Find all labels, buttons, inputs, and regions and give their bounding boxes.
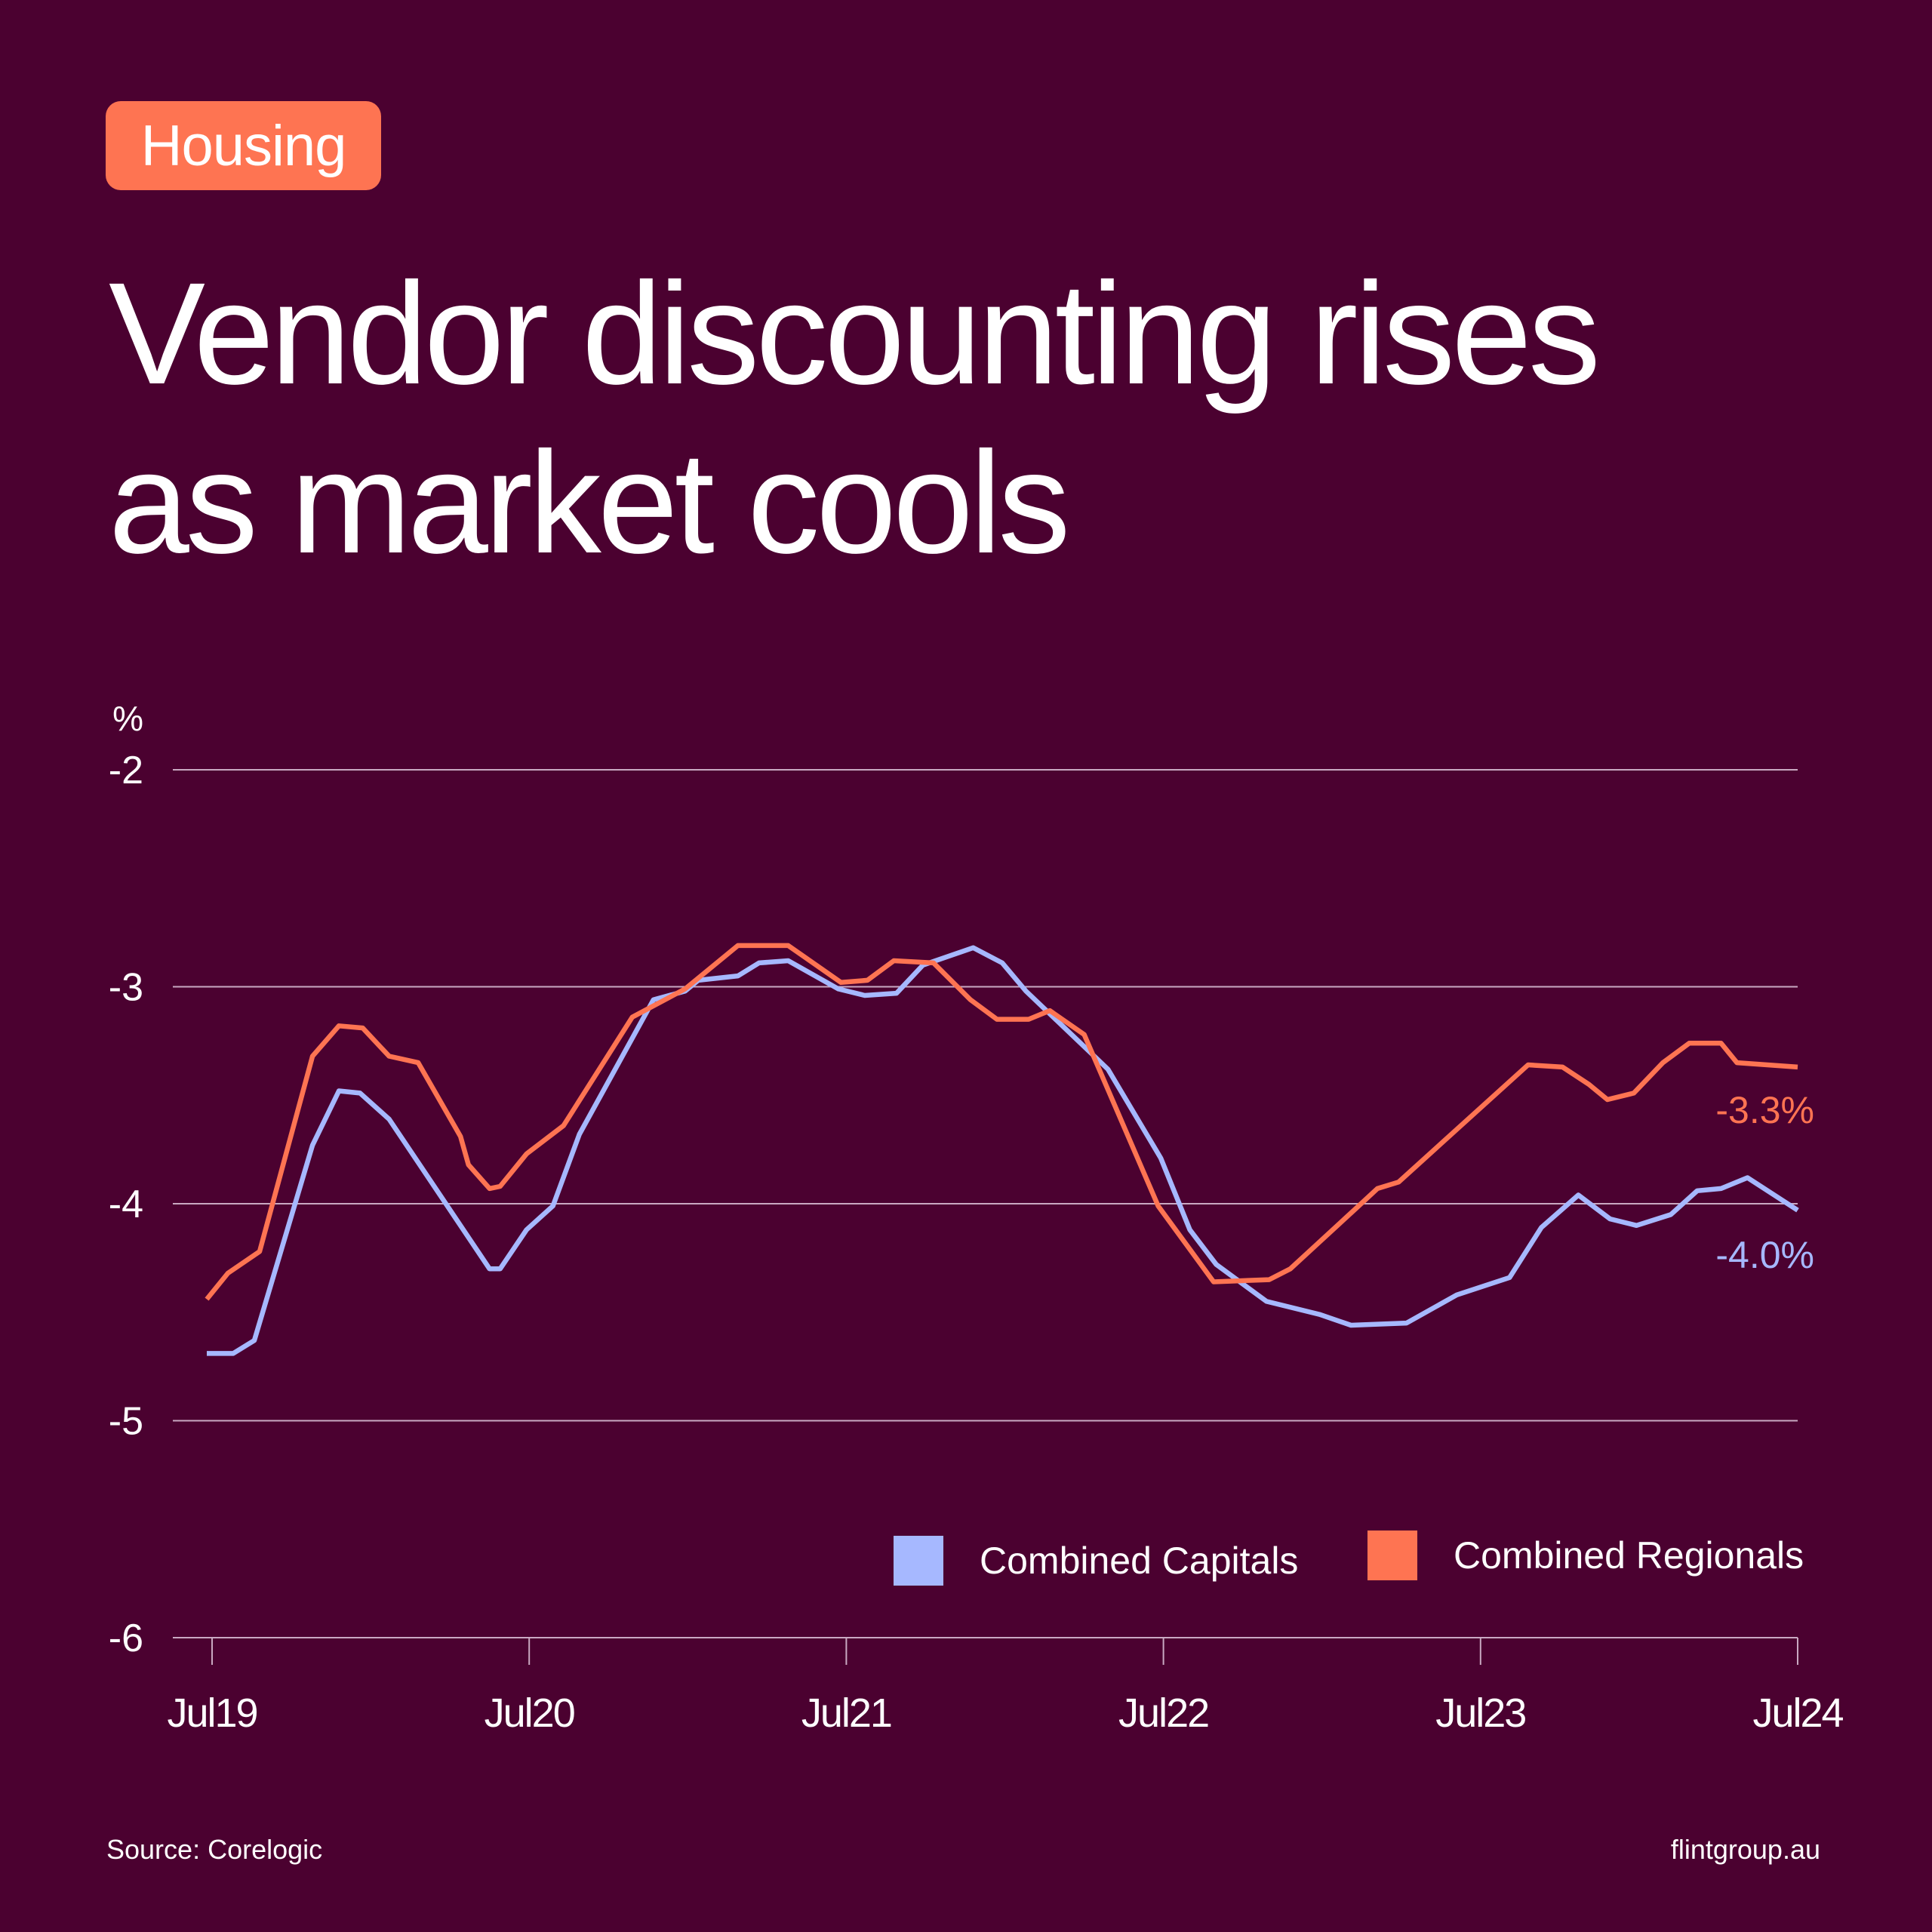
y-axis-ticks: -2 -3 -4 -5 -6: [109, 749, 143, 1660]
y-tick-label: -2: [109, 749, 143, 792]
end-label-capitals: -4.0%: [1715, 1234, 1814, 1276]
x-tick-label: Jul20: [485, 1690, 574, 1736]
y-tick-label: -3: [109, 966, 143, 1010]
series-line-capitals: [207, 945, 1799, 1356]
series-line-regionals: [205, 943, 1798, 1301]
x-tick-label: Jul24: [1752, 1690, 1843, 1736]
x-tick-label: Jul22: [1118, 1690, 1208, 1736]
y-tick-label: -5: [109, 1400, 143, 1444]
y-tick-label: -4: [109, 1183, 143, 1226]
x-tick-label: Jul21: [801, 1690, 891, 1736]
gridlines: [173, 769, 1798, 1638]
chart-title-line-2: as market cools: [109, 421, 1070, 583]
source-note: Source: Corelogic: [106, 1834, 323, 1865]
site-link[interactable]: flintgroup.au: [1670, 1834, 1820, 1865]
x-tick-label: Jul19: [167, 1690, 257, 1736]
chart-title: Vendor discounting rises as market cools: [109, 249, 1601, 587]
y-tick-label: -6: [109, 1617, 143, 1660]
legend-swatch-regionals: [1367, 1531, 1417, 1580]
y-axis-unit-label: %: [112, 699, 143, 738]
series-lines: [205, 943, 1799, 1356]
end-labels: -4.0% -3.3%: [1715, 1089, 1814, 1276]
x-tick-label: Jul23: [1435, 1690, 1525, 1736]
legend-label-capitals: Combined Capitals: [980, 1540, 1299, 1582]
x-axis: Jul19 Jul20 Jul21 Jul22 Jul23 Jul24: [167, 1638, 1845, 1736]
legend-item-capitals: Combined Capitals: [894, 1536, 1298, 1586]
legend-item-regionals: Combined Regionals: [1367, 1531, 1804, 1580]
category-badge: Housing: [106, 101, 381, 190]
legend-label-regionals: Combined Regionals: [1454, 1534, 1804, 1577]
chart-title-line-1: Vendor discounting rises: [109, 252, 1601, 414]
end-label-regionals: -3.3%: [1715, 1089, 1814, 1131]
legend-swatch-capitals: [894, 1536, 943, 1586]
